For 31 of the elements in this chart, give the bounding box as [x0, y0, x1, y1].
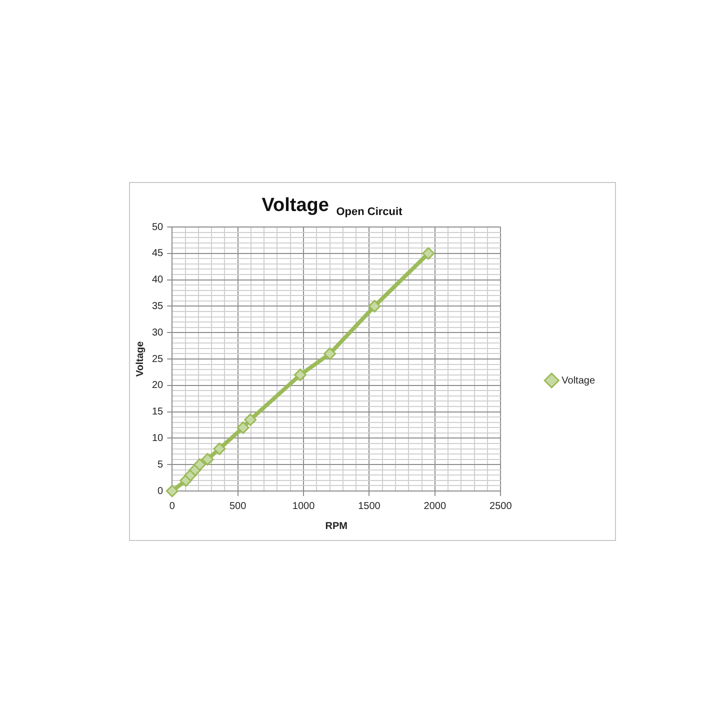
point — [244, 413, 257, 426]
y-tick-label: 30 — [152, 327, 164, 338]
point — [193, 458, 206, 471]
y-tick-label: 15 — [152, 406, 164, 418]
y-tick-label: 5 — [158, 459, 164, 470]
point — [294, 368, 306, 382]
point — [422, 247, 435, 260]
point — [166, 484, 178, 498]
y-tick-label: 45 — [152, 248, 164, 260]
point — [236, 421, 250, 434]
point — [213, 442, 226, 456]
x-tick-label: 1000 — [292, 500, 316, 512]
x-tick-label: 1500 — [358, 500, 381, 512]
x-tick-label: 0 — [169, 500, 176, 512]
y-tick-label: 40 — [152, 274, 164, 286]
y-tick-label: 35 — [152, 300, 164, 312]
x-axis-title: RPM — [325, 520, 348, 532]
y-axis-title: Voltage — [134, 340, 146, 377]
y-tick-label: 25 — [152, 354, 164, 365]
y-tick-label: 0 — [158, 486, 164, 497]
point — [368, 300, 381, 312]
point — [201, 453, 214, 466]
y-tick-label: 10 — [152, 432, 164, 444]
y-tick-label: 50 — [152, 222, 164, 233]
x-tick-label: 2500 — [490, 500, 512, 512]
legend-label: Voltage — [562, 375, 596, 386]
chart-title: Voltage $_{Open Circuit}$ — [260, 195, 404, 218]
x-tick-label: 500 — [229, 500, 247, 512]
point — [324, 347, 336, 360]
x-tick-label: 2000 — [424, 500, 446, 512]
y-tick-label: 20 — [152, 380, 164, 392]
